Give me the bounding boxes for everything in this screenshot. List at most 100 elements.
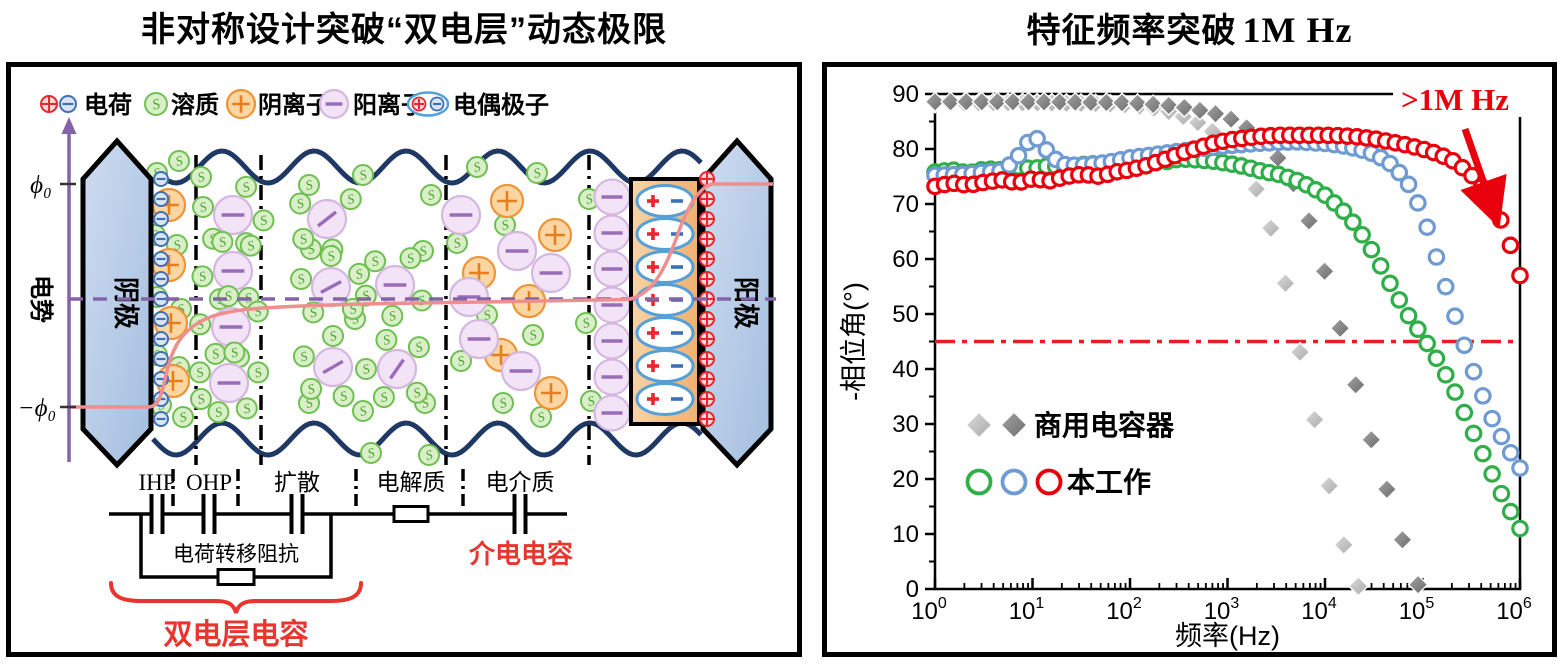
negative-charge-icon (153, 231, 169, 247)
data-point-circle (1464, 424, 1483, 443)
data-point-diamond (1318, 475, 1340, 497)
solute-ion: S (420, 184, 442, 206)
solute-ion: S (375, 328, 398, 351)
negative-charge-icon (153, 311, 169, 327)
svg-text:S: S (381, 332, 391, 348)
solute-ion: S (235, 175, 258, 198)
svg-text:S: S (339, 388, 349, 404)
data-point-circle (1511, 266, 1529, 285)
data-point-diamond (1391, 529, 1413, 551)
data-point-diamond (940, 91, 962, 113)
data-point-diamond (1111, 92, 1133, 114)
data-point-circle (1381, 274, 1399, 293)
svg-text:S: S (581, 315, 591, 331)
region-label-ihp: IHP (138, 470, 175, 495)
x-tick-label: 100 (911, 595, 947, 625)
solute-ion: S (246, 300, 269, 323)
x-axis: 100 101 102 103 104 105 106 (911, 578, 1532, 625)
svg-text:S: S (472, 159, 482, 175)
solute-ion: S (364, 250, 387, 273)
solute-ion: S (360, 442, 382, 464)
y-tick-label: 50 (892, 301, 919, 328)
solute-ion: S (372, 386, 395, 409)
negative-charge-icon (153, 211, 169, 227)
solute-ion: S (530, 406, 552, 428)
solute-ion: S (405, 381, 428, 404)
svg-text:S: S (405, 250, 415, 266)
svg-text:S: S (424, 447, 434, 463)
svg-text:S: S (418, 243, 428, 259)
data-point-circle (1418, 334, 1436, 353)
data-point-circle (1009, 146, 1028, 165)
data-point-diamond (1333, 534, 1355, 556)
data-point-diamond (924, 91, 946, 113)
data-point-diamond (1064, 91, 1086, 113)
data-point-circle (1344, 213, 1362, 231)
svg-text:S: S (370, 253, 380, 269)
solute-ion: S (191, 265, 214, 288)
data-point-diamond (1298, 210, 1320, 232)
y-axis: 0 10 20 30 40 50 60 70 80 90 (892, 81, 935, 603)
anode-label: 阳极 (731, 277, 761, 330)
solute-ion: S (298, 174, 320, 196)
solute-ion: S (235, 397, 258, 420)
svg-text:S: S (296, 271, 306, 287)
data-point-diamond (1347, 575, 1369, 597)
positive-charge-icon (699, 191, 715, 207)
legend-circle-icon (1000, 468, 1028, 496)
y-tick-label: 10 (892, 521, 919, 548)
data-point-circle (1399, 175, 1418, 194)
solute-ion: S (204, 342, 227, 365)
positive-charge-icon (699, 211, 715, 227)
svg-text:S: S (172, 237, 182, 253)
legend-item-charge: 电荷 (40, 92, 132, 119)
legend-diamond-icon (964, 410, 994, 440)
data-point-circle (1511, 459, 1529, 477)
svg-text:S: S (176, 301, 186, 317)
y-tick-label: 40 (892, 356, 919, 383)
data-point-diamond (1274, 272, 1296, 294)
y-tick-label: 30 (892, 411, 919, 438)
cation-ion (440, 194, 482, 236)
phase-frequency-chart: 0 10 20 30 40 50 60 70 80 90 100 101 102 103 104 105 106… (839, 79, 1549, 651)
svg-text:S: S (151, 96, 163, 113)
minus-phi0-label: −ϕ₀ (18, 395, 57, 422)
solute-ion: S (450, 350, 472, 372)
data-point-circle (1334, 202, 1353, 220)
solute-ion: S (190, 166, 212, 188)
negative-charge-icon (153, 251, 169, 267)
data-point-diamond (1329, 317, 1351, 339)
diagram-legend: 电荷 S 溶质 阴离子 阳离子 电偶极子 (40, 88, 549, 120)
cation-ion (312, 346, 354, 388)
data-point-circle (1418, 218, 1436, 236)
svg-text:S: S (308, 304, 318, 320)
data-point-diamond (1360, 429, 1382, 451)
cation-ion (593, 214, 631, 252)
dipole (635, 349, 695, 383)
svg-text:S: S (452, 235, 462, 251)
svg-text:S: S (241, 179, 251, 195)
svg-text:S: S (304, 395, 314, 411)
solute-ion: S (239, 234, 262, 257)
data-point-diamond (1049, 91, 1071, 113)
solute-ion: S (292, 345, 315, 368)
solute-ion: S (332, 385, 355, 408)
data-point-circle (1483, 465, 1501, 483)
svg-text:S: S (328, 328, 338, 344)
data-point-circle (1427, 349, 1446, 368)
legend-label-thiswork: 本工作 (1067, 467, 1151, 498)
legend-circle-icon (1035, 468, 1063, 496)
cation-ion (208, 362, 250, 404)
cation-ion (530, 252, 572, 294)
data-point-circle (1028, 129, 1046, 148)
negative-charge-icon (153, 411, 169, 427)
legend-circle-icon (965, 468, 993, 496)
svg-text:S: S (258, 212, 268, 228)
solute-ion: S (381, 304, 404, 327)
data-point-diamond (1204, 103, 1226, 125)
svg-text:S: S (213, 404, 223, 420)
solute-ion: S (492, 392, 514, 414)
electrolyte-resistor-symbol (392, 505, 430, 523)
solute-ion: S (418, 444, 440, 466)
